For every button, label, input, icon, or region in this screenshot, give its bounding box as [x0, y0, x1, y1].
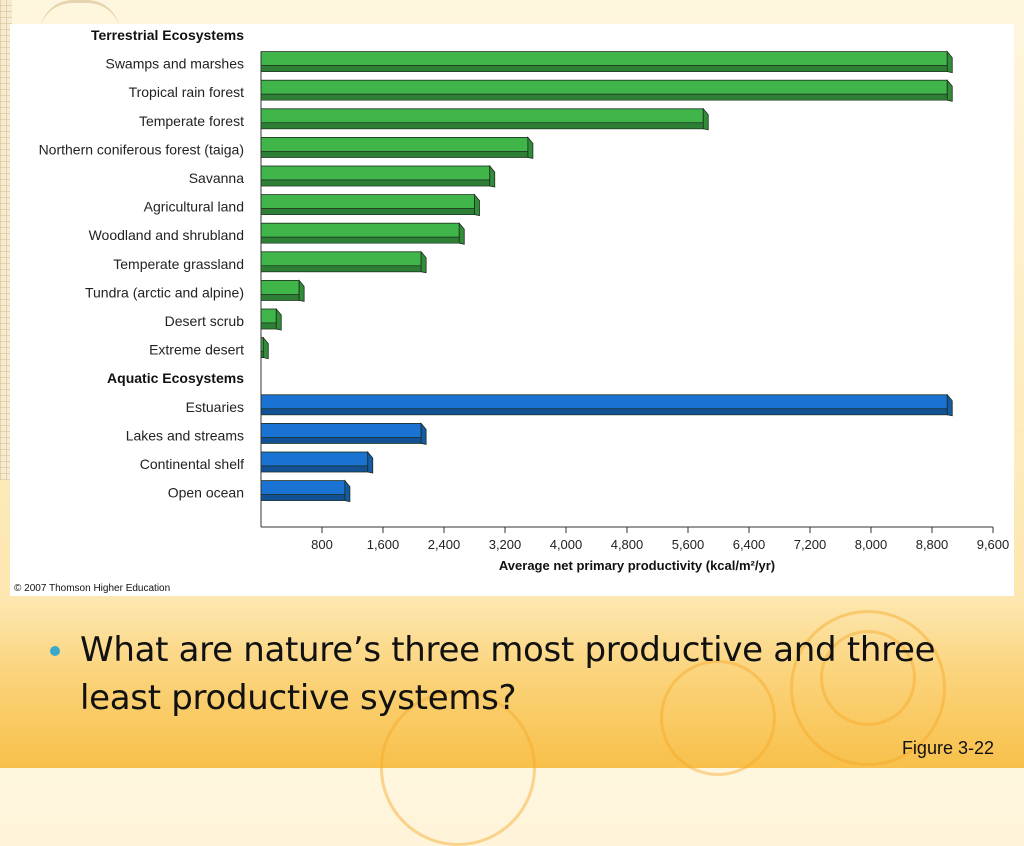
copyright-text: © 2007 Thomson Higher Education	[14, 583, 171, 594]
x-tick-label: 9,600	[977, 537, 1010, 552]
bar-end	[702, 107, 709, 131]
bar-end	[474, 193, 480, 217]
bar-end	[420, 422, 427, 445]
bar-base	[260, 93, 948, 101]
bar-end	[458, 222, 465, 245]
category-label: Tropical rain forest	[129, 84, 245, 100]
decorative-arc	[40, 0, 120, 33]
bar-end	[946, 50, 953, 74]
bar	[260, 422, 422, 438]
bar-end	[489, 164, 496, 188]
category-label: Continental shelf	[140, 456, 244, 472]
bar-end	[367, 450, 374, 474]
bar-base	[260, 294, 300, 301]
bar-base	[260, 465, 369, 473]
bar-base	[260, 179, 491, 187]
bar-base	[260, 437, 422, 444]
bar-base	[260, 236, 460, 244]
bar	[260, 137, 529, 152]
bar-base	[260, 494, 346, 501]
x-tick-label: 4,000	[550, 537, 583, 552]
bar-end	[946, 79, 953, 102]
x-tick-label: 6,400	[733, 537, 766, 552]
category-label: Swamps and marshes	[105, 56, 244, 72]
bar-end	[946, 393, 953, 417]
chart-panel: Terrestrial Ecosystems Swamps and marshes…	[10, 24, 1014, 596]
bar-base	[260, 122, 704, 130]
bar-base	[260, 408, 948, 416]
x-tick-label: 5,600	[672, 537, 705, 552]
bar	[260, 194, 475, 210]
x-tick-label: 7,200	[794, 537, 827, 552]
category-label: Desert scrub	[165, 313, 245, 329]
category-label: Northern coniferous forest (taiga)	[39, 141, 244, 157]
decorative-circle	[820, 630, 916, 726]
category-label: Tundra (arctic and alpine)	[85, 284, 244, 300]
decorative-grid	[0, 0, 12, 480]
bar	[260, 308, 277, 324]
x-tick-label: 4,800	[611, 537, 644, 552]
bar	[260, 251, 422, 267]
bar	[260, 394, 948, 410]
bar	[260, 279, 300, 295]
bar	[260, 480, 346, 496]
bullet-point: What are nature’s three most productive …	[50, 626, 950, 722]
bar-end	[298, 279, 305, 302]
x-tick-label: 800	[311, 537, 333, 552]
bar	[260, 108, 704, 124]
bar	[260, 51, 948, 67]
category-label: Temperate grassland	[113, 256, 244, 272]
bar	[260, 222, 460, 238]
bar-base	[260, 208, 475, 215]
bar-base	[260, 322, 277, 330]
x-tick-label: 8,800	[916, 537, 949, 552]
bullet-text: What are nature’s three most productive …	[80, 630, 936, 718]
bullet-icon	[50, 646, 60, 656]
category-label: Estuaries	[186, 399, 244, 415]
productivity-chart: Terrestrial Ecosystems Swamps and marshes…	[39, 27, 1010, 573]
category-label: Savanna	[189, 170, 244, 186]
category-label: Agricultural land	[144, 199, 244, 215]
x-axis-label: Average net primary productivity (kcal/m…	[499, 558, 775, 573]
group-label: Terrestrial Ecosystems	[91, 27, 244, 43]
group-label: Aquatic Ecosystems	[107, 370, 244, 386]
bar	[260, 165, 491, 181]
bar-end	[527, 136, 534, 159]
decorative-circle	[790, 610, 946, 766]
bar-end	[262, 336, 269, 360]
bar-end	[344, 479, 351, 503]
figure-label: Figure 3-22	[901, 738, 994, 758]
category-label: Temperate forest	[139, 113, 244, 129]
x-tick-label: 8,000	[855, 537, 888, 552]
x-tick-label: 3,200	[489, 537, 522, 552]
x-tick-label: 2,400	[428, 537, 461, 552]
bar	[260, 451, 369, 467]
bar-base	[260, 151, 529, 158]
bar-base	[260, 265, 422, 273]
category-label: Woodland and shrubland	[89, 227, 244, 243]
category-label: Lakes and streams	[126, 427, 244, 443]
category-label: Open ocean	[168, 485, 244, 501]
bar-end	[275, 307, 282, 331]
bar-base	[260, 65, 948, 72]
bar-end	[420, 250, 427, 274]
x-tick-label: 1,600	[367, 537, 400, 552]
category-label: Extreme desert	[149, 342, 244, 358]
bar	[260, 79, 948, 95]
